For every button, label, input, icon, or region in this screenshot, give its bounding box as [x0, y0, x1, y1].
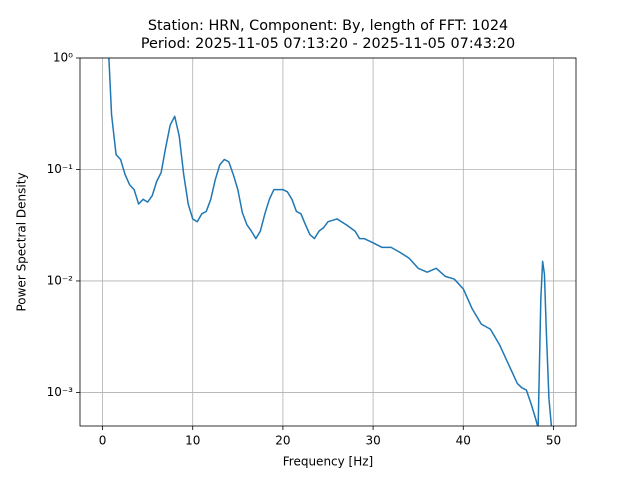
x-tick-label: 50 [546, 434, 561, 448]
chart-title: Station: HRN, Component: By, length of F… [148, 18, 508, 34]
x-axis-label: Frequency [Hz] [283, 455, 374, 469]
chart-subtitle: Period: 2025-11-05 07:13:20 - 2025-11-05… [141, 36, 515, 52]
y-tick-label: 10⁻² [47, 273, 74, 287]
y-tick-label: 10⁻³ [47, 385, 74, 399]
y-axis-label: Power Spectral Density [15, 172, 29, 311]
x-tick-label: 10 [185, 434, 200, 448]
y-tick-label: 10⁻¹ [47, 162, 74, 176]
line [108, 58, 553, 426]
y-tick-label: 10⁰ [53, 51, 73, 65]
x-tick-label: 30 [365, 434, 380, 448]
x-tick-label: 0 [99, 434, 107, 448]
x-tick-label: 20 [275, 434, 290, 448]
plot-frame [79, 57, 577, 427]
x-tick-label: 40 [456, 434, 471, 448]
